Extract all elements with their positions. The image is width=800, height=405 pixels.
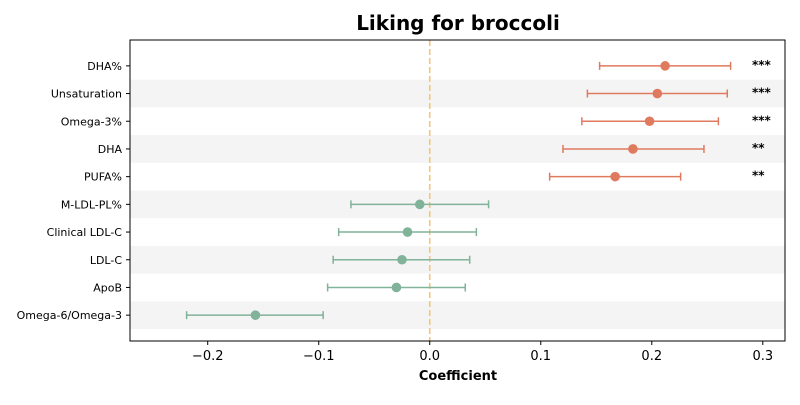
axes-frame bbox=[129, 39, 786, 342]
estimate-point bbox=[652, 88, 663, 99]
estimate-point bbox=[660, 61, 670, 71]
significance-label: *** bbox=[752, 58, 772, 72]
y-tick-label: Clinical LDL-C bbox=[47, 226, 123, 239]
x-tick-label: 0.3 bbox=[752, 349, 773, 364]
x-tick-label: 0.2 bbox=[641, 349, 662, 364]
significance-label: *** bbox=[752, 86, 772, 100]
estimate-point bbox=[628, 144, 638, 154]
significance-label: *** bbox=[752, 113, 772, 127]
x-axis-label: Coefficient bbox=[419, 369, 497, 384]
estimate-point bbox=[250, 310, 261, 320]
significance-labels-group: ************* bbox=[752, 58, 772, 183]
estimate-point bbox=[414, 199, 425, 210]
y-tick-label: Omega-6/Omega-3 bbox=[17, 309, 122, 322]
y-tick-label: DHA% bbox=[87, 60, 122, 73]
x-tick-label: −0.1 bbox=[303, 349, 335, 364]
y-tick-label: Unsaturation bbox=[51, 88, 122, 101]
y-tick-label: Omega-3% bbox=[61, 115, 122, 128]
estimate-point bbox=[397, 254, 407, 265]
estimate-point bbox=[402, 227, 413, 237]
x-tick-label: −0.2 bbox=[192, 349, 224, 364]
significance-label: ** bbox=[752, 141, 765, 155]
x-tick-label: 0.0 bbox=[419, 349, 440, 364]
y-tick-label: LDL-C bbox=[90, 254, 123, 267]
chart-title: Liking for broccoli bbox=[356, 11, 560, 35]
x-tick-label: 0.1 bbox=[530, 349, 551, 364]
y-tick-labels-group: DHA% Unsaturation Omega-3% DHA PUFA% M-LDL-PL… bbox=[17, 60, 130, 322]
y-tick-label: ApoB bbox=[93, 281, 122, 294]
significance-label: ** bbox=[752, 169, 765, 183]
y-tick-label: M-LDL-PL% bbox=[61, 198, 122, 211]
data-marks-group bbox=[185, 61, 732, 320]
estimate-point bbox=[391, 282, 402, 293]
x-ticks-group: −0.2 −0.1 0.0 0.1 0.2 0.3 bbox=[192, 341, 773, 364]
estimate-point bbox=[644, 116, 655, 127]
y-tick-label: DHA bbox=[98, 143, 123, 156]
estimate-point bbox=[610, 171, 620, 182]
y-tick-label: PUFA% bbox=[84, 171, 122, 184]
